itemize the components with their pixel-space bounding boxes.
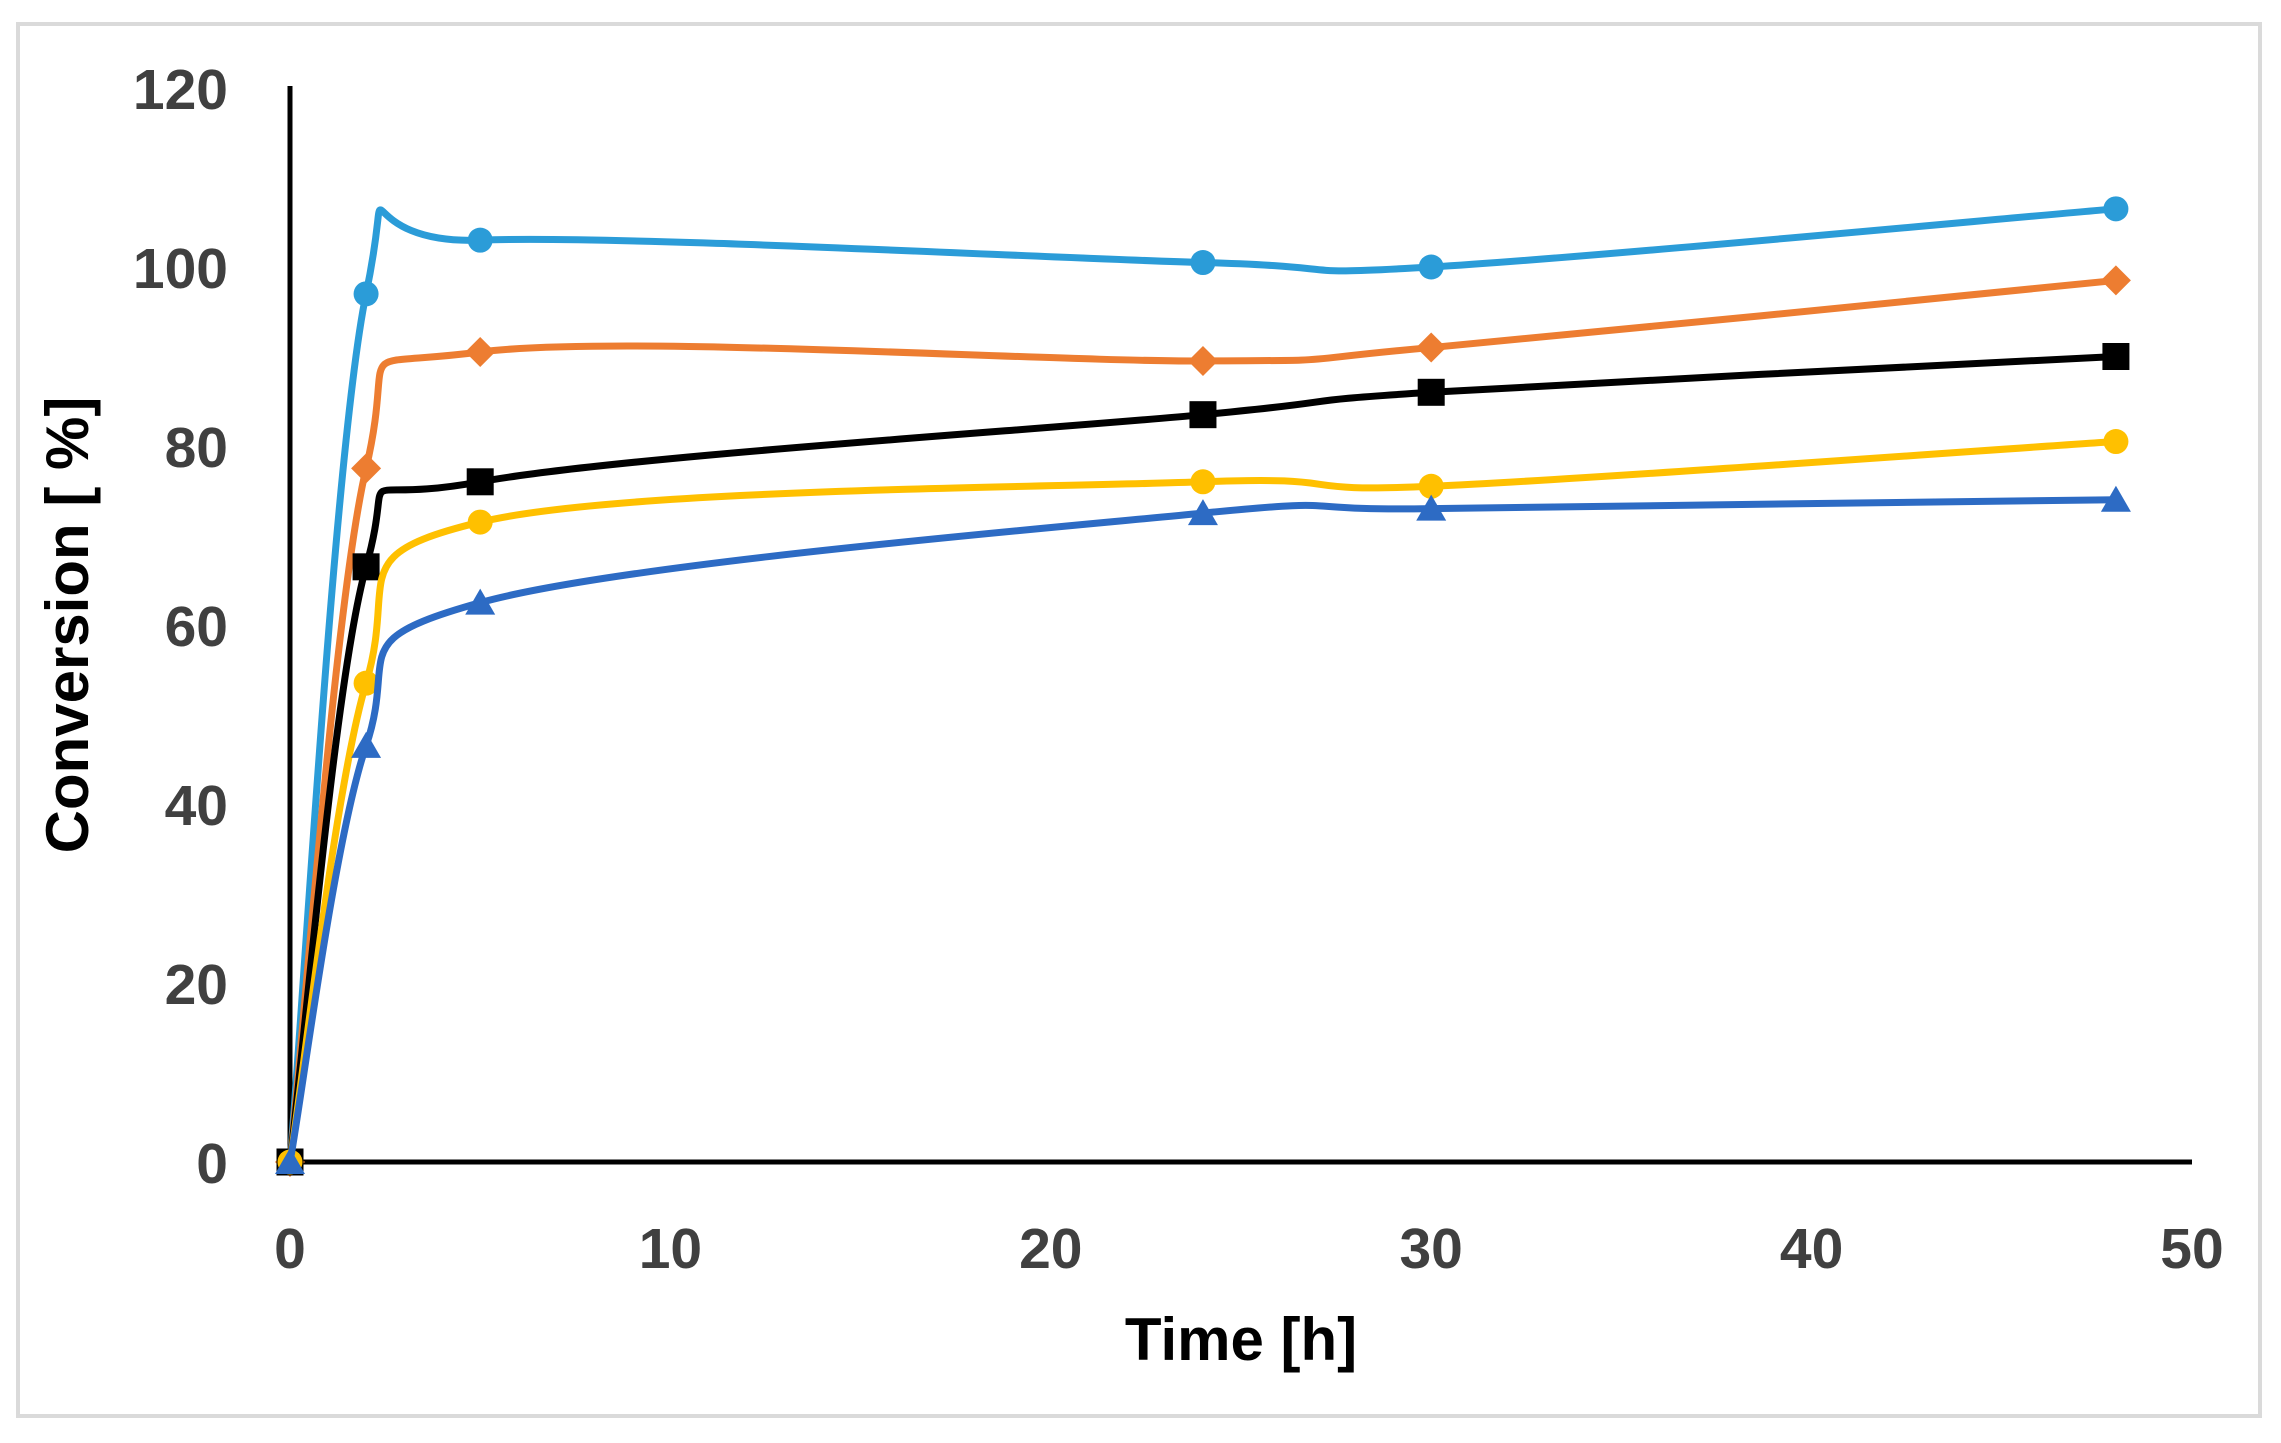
series-orange-diamonds-marker-x30 bbox=[1416, 332, 1447, 363]
series-orange-diamonds-marker-x2 bbox=[351, 453, 382, 484]
figure-border bbox=[16, 22, 2262, 1418]
series-blue-triangles-marker-x5 bbox=[465, 588, 496, 615]
x-tick-label-30: 30 bbox=[1399, 1217, 1462, 1281]
series-blue-triangles-marker-x48 bbox=[2100, 485, 2131, 512]
series-orange-diamonds-marker-x5 bbox=[465, 337, 496, 368]
series-light-blue-circles-marker-x24 bbox=[1190, 250, 1216, 276]
series-yellow-circles-marker-x30 bbox=[1418, 473, 1444, 499]
series-black-squares-marker-x24 bbox=[1189, 401, 1217, 429]
series-blue-triangles-marker-x2 bbox=[351, 731, 382, 758]
y-tick-label-40: 40 bbox=[165, 774, 228, 838]
y-axis-title: Conversion [ %] bbox=[34, 397, 101, 854]
series-black-squares-marker-x5 bbox=[466, 468, 494, 496]
series-light-blue-circles-marker-x48 bbox=[2103, 196, 2129, 222]
y-tick-label-120: 120 bbox=[133, 58, 228, 122]
series-light-blue-circles-marker-x2 bbox=[353, 281, 379, 307]
series-blue-triangles-marker-x0 bbox=[275, 1148, 305, 1174]
x-axis-title: Time [h] bbox=[1125, 1306, 1357, 1373]
y-tick-label-20: 20 bbox=[165, 953, 228, 1017]
y-tick-label-80: 80 bbox=[165, 416, 228, 480]
y-tick-label-60: 60 bbox=[165, 595, 228, 659]
series-light-blue-circles-marker-x30 bbox=[1418, 254, 1444, 280]
series-black-squares-marker-x2 bbox=[352, 553, 380, 581]
series-yellow-circles bbox=[277, 429, 2129, 1175]
series-layer bbox=[275, 196, 2131, 1177]
series-black-squares-line bbox=[286, 353, 2120, 1166]
x-tick-label-50: 50 bbox=[2160, 1217, 2223, 1281]
series-light-blue-circles-line bbox=[286, 205, 2120, 1166]
x-tick-label-0: 0 bbox=[274, 1217, 306, 1281]
series-blue-triangles-marker-x30 bbox=[1416, 494, 1447, 521]
series-black-squares-marker-x48 bbox=[2102, 343, 2130, 370]
series-light-blue-circles-marker-x5 bbox=[467, 227, 493, 253]
series-yellow-circles-marker-x5 bbox=[467, 509, 493, 535]
axes-layer: 0 20 40 60 80 100 120 0 10 20 30 40 50 bbox=[133, 58, 2224, 1281]
series-black-squares-marker-x30 bbox=[1417, 378, 1445, 406]
series-yellow-circles-marker-x2 bbox=[353, 670, 379, 696]
series-blue-triangles-line bbox=[286, 496, 2120, 1166]
series-yellow-circles-marker-x24 bbox=[1190, 469, 1216, 495]
series-blue-triangles bbox=[275, 485, 2131, 1174]
series-orange-diamonds-marker-x24 bbox=[1187, 345, 1218, 376]
y-tick-label-0: 0 bbox=[196, 1132, 228, 1196]
x-tick-label-20: 20 bbox=[1019, 1217, 1082, 1281]
x-tick-label-10: 10 bbox=[639, 1217, 702, 1281]
x-tick-label-40: 40 bbox=[1780, 1217, 1843, 1281]
series-light-blue-circles bbox=[277, 196, 2129, 1175]
series-yellow-circles-marker-x48 bbox=[2103, 429, 2129, 455]
series-black-squares bbox=[276, 343, 2130, 1176]
series-blue-triangles-marker-x24 bbox=[1187, 499, 1218, 526]
series-orange-diamonds-marker-x48 bbox=[2100, 265, 2131, 296]
y-tick-label-100: 100 bbox=[133, 237, 228, 301]
series-yellow-circles-line bbox=[286, 438, 2120, 1166]
series-orange-diamonds-line bbox=[286, 276, 2120, 1166]
